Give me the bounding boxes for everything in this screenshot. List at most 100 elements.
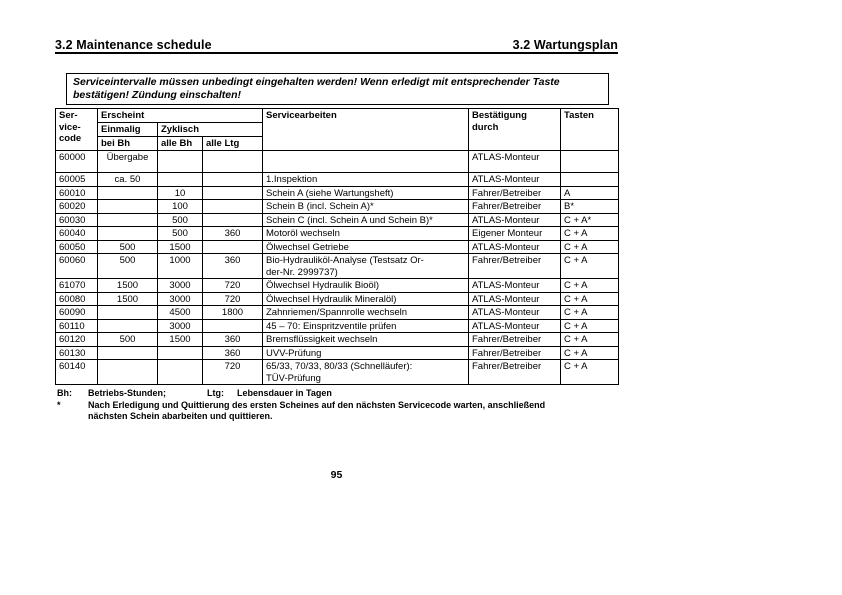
cell-alle-ltg: 360 [202, 332, 263, 347]
table-row: 60060 500 1000 360 Bio-Hydrauliköl-Analy… [55, 253, 619, 279]
footnote-bh-label: Bh: [57, 388, 72, 398]
table-row: 60090 4500 1800 Zahnriemen/Spannrolle we… [55, 305, 619, 320]
cell-servicearbeiten: Ölwechsel Getriebe [262, 239, 469, 254]
cell-alle-bh: 4500 [157, 305, 203, 320]
col-header-einmalig: Einmalig [97, 122, 158, 137]
cell-alle-ltg: 720 [202, 291, 263, 306]
table-row: 60000 Übergabe ATLAS-Monteur [55, 150, 619, 173]
cell-servicearbeiten: 65/33, 70/33, 80/33 (Schnelläufer): TÜV-… [262, 359, 469, 385]
cell-tasten: C + A [560, 291, 619, 306]
cell-alle-bh: 100 [157, 199, 203, 214]
footnote-star-label: * [57, 399, 61, 410]
table-row: 60020 100 Schein B (incl. Schein A)* Fah… [55, 199, 619, 214]
cell-bestaetigung-durch: ATLAS-Monteur [468, 212, 561, 227]
cell-tasten: A [560, 185, 619, 200]
col-header-service-code: Ser- vice- code [55, 108, 98, 151]
cell-alle-ltg: 360 [202, 253, 263, 279]
cell-alle-ltg: 360 [202, 226, 263, 241]
cell-bestaetigung-durch: Fahrer/Betreiber [468, 199, 561, 214]
cell-servicearbeiten: Bremsflüssigkeit wechseln [262, 332, 469, 347]
cell-bestaetigung-durch: ATLAS-Monteur [468, 278, 561, 293]
cell-alle-ltg [202, 318, 263, 333]
cell-alle-bh: 1000 [157, 253, 203, 279]
cell-alle-ltg: 720 [202, 359, 263, 385]
table-row: 60010 10 Schein A (siehe Wartungsheft) F… [55, 185, 619, 200]
cell-alle-ltg [202, 150, 263, 173]
cell-servicearbeiten: Bio-Hydrauliköl-Analyse (Testsatz Or- de… [262, 253, 469, 279]
cell-alle-ltg [202, 172, 263, 187]
cell-bestaetigung-durch: ATLAS-Monteur [468, 318, 561, 333]
col-header-alle-bh: alle Bh [157, 136, 203, 151]
header-row-3: bei Bh alle Bh alle Ltg [56, 136, 619, 151]
cell-service-code: 60040 [55, 226, 98, 241]
notice-line-1: Serviceintervalle müssen unbedingt einge… [73, 76, 560, 88]
col-header-alle-ltg: alle Ltg [202, 136, 263, 151]
cell-service-code: 60005 [55, 172, 98, 187]
cell-alle-ltg: 720 [202, 278, 263, 293]
cell-tasten: C + A [560, 239, 619, 254]
cell-alle-bh [157, 150, 203, 173]
table-row: 60080 1500 3000 720 Ölwechsel Hydraulik … [55, 291, 619, 306]
cell-einmalig-bei-bh: 500 [97, 332, 158, 347]
footnote-bh-text: Betriebs-Stunden; [88, 388, 167, 398]
cell-alle-bh: 1500 [157, 239, 203, 254]
table-row: 61070 1500 3000 720 Ölwechsel Hydraulik … [55, 278, 619, 293]
cell-einmalig-bei-bh [97, 305, 158, 320]
cell-bestaetigung-durch: ATLAS-Monteur [468, 291, 561, 306]
cell-einmalig-bei-bh: 500 [97, 253, 158, 279]
col-header-bestaetigung-durch: Bestätigung durch [468, 108, 561, 151]
cell-service-code: 60050 [55, 239, 98, 254]
cell-service-code: 60110 [55, 318, 98, 333]
cell-alle-ltg: 360 [202, 345, 263, 360]
cell-servicearbeiten: Zahnriemen/Spannrolle wechseln [262, 305, 469, 320]
cell-einmalig-bei-bh: Übergabe [97, 150, 158, 173]
col-header-tasten: Tasten [560, 108, 619, 151]
footnotes: Bh: Betriebs-Stunden; Ltg: Lebensdauer i… [57, 388, 637, 423]
cell-alle-ltg: 1800 [202, 305, 263, 320]
cell-bestaetigung-durch: Eigener Monteur [468, 226, 561, 241]
cell-tasten: C + A [560, 318, 619, 333]
cell-alle-bh [157, 172, 203, 187]
cell-einmalig-bei-bh [97, 212, 158, 227]
cell-service-code: 60060 [55, 253, 98, 279]
cell-einmalig-bei-bh [97, 199, 158, 214]
notice-line-2: bestätigen! Zündung einschalten! [73, 88, 242, 101]
cell-servicearbeiten: Ölwechsel Hydraulik Bioöl) [262, 278, 469, 293]
header-row-1: Ser- vice- code Erscheint Servicearbeite… [55, 108, 619, 151]
table-row: 60130 360 UVV-Prüfung Fahrer/Betreiber C… [55, 345, 619, 360]
cell-alle-bh: 1500 [157, 332, 203, 347]
cell-tasten [560, 150, 619, 173]
cell-alle-bh: 3000 [157, 291, 203, 306]
cell-bestaetigung-durch: Fahrer/Betreiber [468, 345, 561, 360]
col-header-zyklisch: Zyklisch [157, 122, 263, 137]
cell-alle-ltg [202, 199, 263, 214]
table-row: 60050 500 1500 Ölwechsel Getriebe ATLAS-… [55, 239, 619, 254]
cell-alle-bh: 3000 [157, 318, 203, 333]
cell-servicearbeiten: UVV-Prüfung [262, 345, 469, 360]
cell-servicearbeiten: Schein C (incl. Schein A und Schein B)* [262, 212, 469, 227]
cell-tasten: C + A [560, 278, 619, 293]
cell-bestaetigung-durch: Fahrer/Betreiber [468, 332, 561, 347]
cell-service-code: 60020 [55, 199, 98, 214]
col-header-servicearbeiten: Servicearbeiten [262, 108, 469, 151]
cell-alle-ltg [202, 185, 263, 200]
cell-bestaetigung-durch: ATLAS-Monteur [468, 150, 561, 173]
cell-servicearbeiten: Schein B (incl. Schein A)* [262, 199, 469, 214]
table-row: 60040 500 360 Motoröl wechseln Eigener M… [55, 226, 619, 241]
cell-bestaetigung-durch: ATLAS-Monteur [468, 239, 561, 254]
cell-einmalig-bei-bh: 1500 [97, 291, 158, 306]
cell-einmalig-bei-bh: ca. 50 [97, 172, 158, 187]
table-row: 60005 ca. 50 1.Inspektion ATLAS-Monteur [55, 172, 619, 187]
cell-alle-bh: 3000 [157, 278, 203, 293]
cell-service-code: 60010 [55, 185, 98, 200]
table-row: 60140 720 65/33, 70/33, 80/33 (Schnelläu… [55, 359, 619, 385]
footnote-abbreviations: Bh: Betriebs-Stunden; Ltg: Lebensdauer i… [57, 388, 637, 400]
cell-service-code: 60090 [55, 305, 98, 320]
cell-service-code: 60140 [55, 359, 98, 385]
cell-alle-ltg [202, 239, 263, 254]
cell-bestaetigung-durch: Fahrer/Betreiber [468, 359, 561, 385]
header-rule [55, 52, 618, 54]
cell-service-code: 61070 [55, 278, 98, 293]
page-number: 95 [330, 469, 343, 481]
